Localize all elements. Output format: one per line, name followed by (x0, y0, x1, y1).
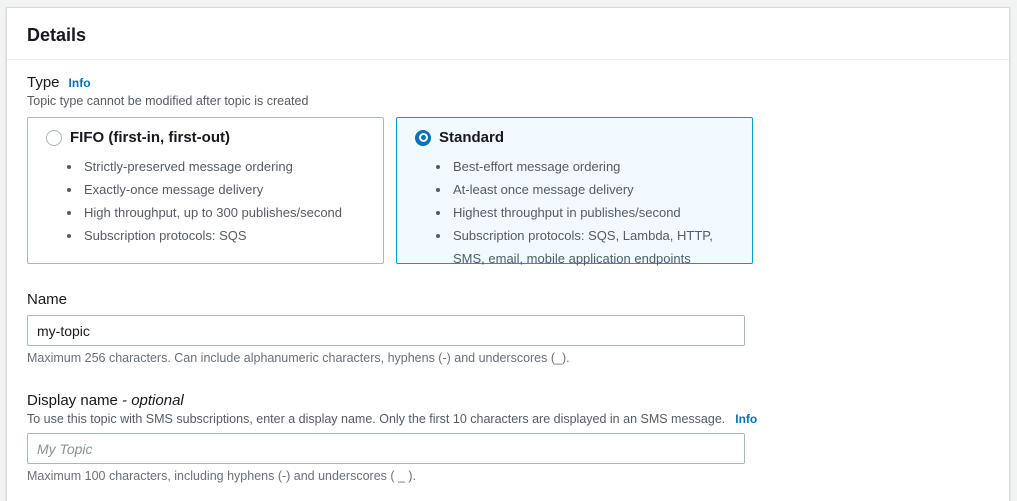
display-name-label: Display name (27, 392, 118, 409)
type-option-fifo[interactable]: FIFO (first-in, first-out) Strictly-pres… (27, 117, 384, 264)
type-option-standard[interactable]: Standard Best-effort message ordering At… (396, 117, 753, 266)
standard-bullet: Highest throughput in publishes/second (451, 201, 734, 224)
standard-bullets: Best-effort message ordering At-least on… (415, 155, 734, 270)
fifo-bullet: Exactly-once message delivery (82, 178, 365, 201)
type-field: Type Info Topic type cannot be modified … (27, 74, 989, 266)
display-name-constraint: Maximum 100 characters, including hyphen… (27, 469, 417, 483)
name-field: Name Maximum 256 characters. Can include… (27, 291, 989, 365)
fifo-radio[interactable] (46, 129, 62, 146)
fifo-bullets: Strictly-preserved message ordering Exac… (46, 155, 365, 247)
fifo-bullet: Subscription protocols: SQS (82, 224, 365, 247)
display-name-field: Display name - optional To use this topi… (27, 392, 989, 483)
fifo-bullet: High throughput, up to 300 publishes/sec… (82, 201, 365, 224)
fifo-title: FIFO (first-in, first-out) (70, 129, 230, 146)
display-name-input[interactable] (27, 433, 745, 464)
display-name-info-link[interactable]: Info (735, 412, 758, 426)
standard-bullet: Subscription protocols: SQS, Lambda, HTT… (451, 224, 734, 270)
panel-body: Type Info Topic type cannot be modified … (7, 60, 1009, 501)
panel-title: Details (27, 25, 87, 45)
display-name-optional-label: - optional (122, 392, 184, 409)
standard-title: Standard (439, 129, 505, 146)
panel-header: Details (7, 8, 1009, 60)
type-info-link[interactable]: Info (68, 76, 91, 90)
type-label: Type (27, 74, 60, 91)
type-description: Topic type cannot be modified after topi… (27, 94, 309, 108)
name-input[interactable] (27, 315, 745, 346)
name-label: Name (27, 291, 68, 308)
fifo-bullet: Strictly-preserved message ordering (82, 155, 365, 178)
name-constraint: Maximum 256 characters. Can include alph… (27, 351, 570, 365)
standard-bullet: Best-effort message ordering (451, 155, 734, 178)
details-panel: Details Type Info Topic type cannot be m… (6, 7, 1010, 501)
type-options: FIFO (first-in, first-out) Strictly-pres… (27, 117, 989, 266)
standard-bullet: At-least once message delivery (451, 178, 734, 201)
display-name-description: To use this topic with SMS subscriptions… (27, 412, 726, 426)
standard-radio[interactable] (415, 129, 431, 146)
